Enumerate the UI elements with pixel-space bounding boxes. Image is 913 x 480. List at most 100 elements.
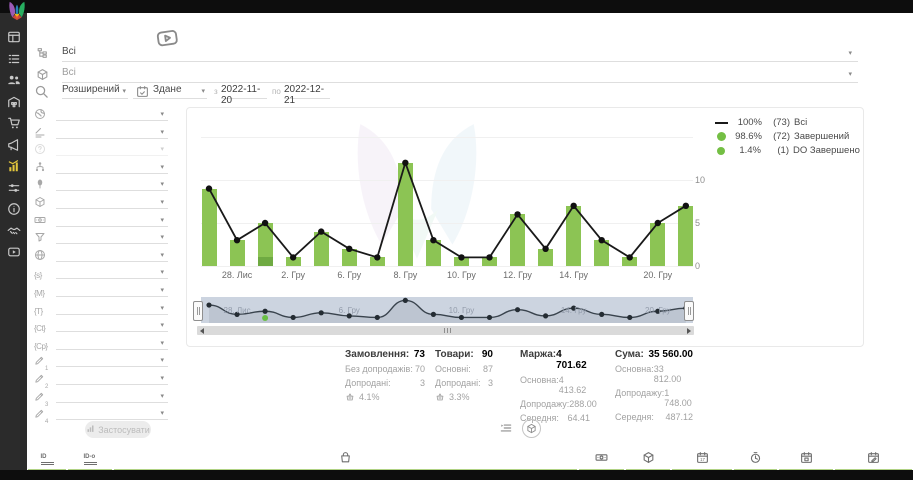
filter-select[interactable]: ▾ [56, 337, 168, 350]
product-filter-input[interactable]: Всі ▾ [62, 67, 858, 83]
mini-chart-icon [86, 424, 95, 435]
bar-completed[interactable] [313, 231, 329, 266]
bar-completed[interactable] [482, 257, 497, 266]
filter-select[interactable]: ▾ [56, 390, 168, 403]
sidebar-item-info[interactable] [0, 199, 27, 219]
table-header-banknote[interactable] [579, 450, 624, 471]
x-axis-label: 14. Гру [559, 270, 589, 280]
question-icon [34, 142, 46, 159]
filter-select[interactable]: ▾ [56, 319, 168, 333]
filter-select[interactable]: ▾ [56, 231, 168, 245]
brand-logo-icon[interactable] [6, 0, 28, 22]
date-to-value: 2022-12-21 [284, 84, 325, 106]
bar-completed[interactable] [594, 240, 610, 266]
sidebar-item-handshake[interactable] [0, 221, 27, 241]
bar-completed[interactable] [397, 162, 413, 266]
bar-completed[interactable] [538, 248, 554, 266]
bar-completed[interactable] [453, 257, 469, 266]
filter-select[interactable]: ▾ [56, 407, 168, 421]
table-header-cube[interactable] [626, 450, 670, 471]
table-header-id[interactable]: ID [28, 450, 66, 471]
sidebar-item-sliders[interactable] [0, 178, 27, 198]
legend-item[interactable]: 1.4% (1) DO Завершено [715, 145, 860, 156]
filter-select[interactable]: ▾ [56, 108, 168, 121]
filter-select[interactable]: ▾ [56, 302, 168, 315]
category-filter-input[interactable]: Всі ▾ [62, 46, 858, 62]
table-header-id-o[interactable]: ID-o [68, 450, 112, 471]
sidebar-item-video[interactable] [0, 242, 27, 262]
filter-select[interactable]: ▾ [56, 372, 168, 385]
sidebar-item-panel[interactable] [0, 27, 27, 47]
search-mode-select[interactable]: Розширений ▾ [62, 84, 128, 99]
bar-completed[interactable] [369, 257, 385, 266]
y-axis-label: 10 [695, 175, 706, 185]
x-axis-label: 10. Гру [447, 270, 476, 280]
date-mode-select[interactable]: Здане ▾ [133, 84, 207, 99]
chevron-down-icon[interactable]: ▾ [848, 71, 852, 78]
legend-item[interactable]: 100% (73) Всі [715, 117, 860, 128]
stat-column: Товари: 90 Основні: 87 Допродані: 3 3.3% [435, 349, 493, 404]
bar-completed[interactable] [510, 214, 526, 266]
scroll-left-arrow-icon[interactable] [200, 328, 204, 334]
legend-item[interactable]: 98.6% (72) Завершений [715, 131, 860, 142]
filter-select[interactable]: ▾ [56, 354, 168, 368]
calendar-in-icon [800, 451, 813, 469]
filter-select[interactable]: ▾ [56, 126, 168, 139]
bar-completed[interactable] [622, 257, 638, 266]
calendar-check-icon [136, 85, 149, 98]
bar-completed[interactable] [201, 188, 217, 266]
list-indent-icon[interactable] [499, 421, 514, 436]
filter-row-pencil-2: 2 ▾ [34, 371, 170, 390]
var-s-icon: {s} [34, 271, 42, 281]
chevron-down-icon[interactable]: ▾ [848, 50, 852, 57]
bag-icon [339, 451, 352, 469]
top-bar [0, 0, 913, 13]
date-to-input[interactable]: 2022-12-21 [284, 84, 330, 106]
bar-completed[interactable] [678, 205, 694, 266]
filter-select[interactable]: ▾ [56, 178, 168, 192]
table-header-calendar-in[interactable] [779, 450, 833, 471]
minimap-scrollbar[interactable] [197, 326, 694, 335]
bar-completed[interactable] [650, 223, 666, 266]
scrollbar-grip[interactable] [444, 328, 451, 333]
filter-select[interactable]: ▾ [56, 161, 168, 174]
cube-circle-icon[interactable] [522, 419, 541, 438]
sidebar-item-bar-chart[interactable] [0, 156, 27, 176]
filter-select[interactable]: ▾ [56, 214, 168, 227]
filter-select[interactable]: ▾ [56, 284, 168, 297]
date-from-input[interactable]: 2022-11-20 [221, 84, 267, 106]
sidebar-item-cart[interactable] [0, 113, 27, 133]
minimap-label: 28. Лис [223, 306, 251, 315]
bar-completed[interactable] [257, 223, 273, 266]
sidebar-item-megaphone[interactable] [0, 135, 27, 155]
bar-completed[interactable] [425, 240, 441, 266]
minimap-left-handle[interactable] [193, 301, 203, 321]
sidebar-item-users[interactable] [0, 70, 27, 90]
filter-select[interactable]: ▾ [56, 196, 168, 209]
table-header-calendar-edit[interactable] [835, 450, 912, 471]
bar-completed[interactable] [285, 257, 301, 266]
chevron-down-icon: ▾ [160, 251, 164, 259]
sidebar-item-warehouse[interactable] [0, 92, 27, 112]
legend-line-swatch [715, 121, 728, 124]
apply-button[interactable]: Застосувати [85, 421, 151, 438]
bar-completed[interactable] [341, 248, 357, 266]
filter-select[interactable]: ▾ [56, 249, 168, 262]
sidebar-item-tasks[interactable] [0, 49, 27, 69]
chart-minimap[interactable]: 28. Лис 6. Гру 10. Гру 14. Гру 20. Гру [201, 297, 693, 323]
table-header-calendar-17[interactable]: 17 [672, 450, 732, 471]
minimap-right-handle[interactable] [684, 301, 694, 321]
play-badge-icon[interactable] [155, 25, 181, 47]
tree-icon [36, 47, 49, 60]
bar-completed[interactable] [229, 240, 245, 266]
scroll-right-arrow-icon[interactable] [687, 328, 691, 334]
table-header-clock[interactable] [734, 450, 777, 471]
filter-select[interactable]: ▾ [56, 266, 168, 280]
search-icon[interactable] [34, 84, 49, 99]
filter-select[interactable]: ▾ [56, 143, 168, 157]
table-header-bag[interactable] [114, 450, 577, 471]
chevron-down-icon: ▾ [160, 357, 164, 365]
stats-summary: Замовлення: 73 Без допродажів: 70 Допродані:… [0, 349, 913, 423]
bar-completed[interactable] [566, 205, 582, 266]
